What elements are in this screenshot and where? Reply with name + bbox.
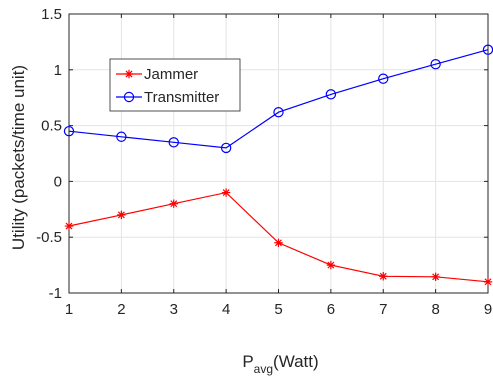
series-jammer [64, 188, 493, 287]
y-tick-label: 0.5 [41, 118, 62, 135]
data-point-transmitter [168, 137, 179, 148]
data-point-jammer [274, 238, 283, 247]
data-point-transmitter [325, 89, 337, 100]
data-point-transmitter [63, 125, 75, 137]
data-point-jammer [379, 272, 388, 281]
data-point-jammer [64, 221, 74, 231]
legend: Jammer Transmitter [109, 58, 241, 112]
series-transmitter [63, 44, 493, 154]
axis-ticks: 1 2 3 4 5 6 7 8 9 -1 -0.5 0 0.5 1 1.5 [36, 6, 492, 318]
x-tick-label: 2 [117, 301, 125, 318]
x-tick-label: 7 [379, 301, 387, 318]
y-tick-label: 1.5 [41, 6, 62, 23]
data-point-jammer [169, 199, 178, 208]
legend-box [109, 58, 241, 112]
x-tick-label: 9 [484, 301, 492, 318]
legend-item-transmitter: Transmitter [116, 89, 219, 106]
x-tick-label: 6 [327, 301, 335, 318]
x-axis-label-subscript: avg [254, 362, 273, 376]
y-tick-label: 0 [54, 173, 62, 190]
x-axis-label: Pavg(Watt) [242, 352, 318, 376]
data-point-transmitter [430, 59, 441, 70]
data-point-transmitter [378, 73, 389, 84]
y-axis-label: Utility (packets/time unit) [9, 65, 28, 250]
legend-item-jammer: Jammer [116, 66, 198, 83]
x-axis-label-main: P [242, 352, 253, 371]
y-tick-label: -0.5 [36, 229, 62, 246]
x-axis-label-unit: (Watt) [273, 352, 319, 371]
grid-lines [68, 13, 489, 294]
y-tick-label: -1 [49, 285, 62, 302]
y-tick-label: 1 [54, 62, 62, 79]
x-tick-label: 5 [274, 301, 282, 318]
x-tick-label: 4 [222, 301, 230, 318]
series-layer [63, 44, 493, 287]
x-tick-label: 3 [170, 301, 178, 318]
series-line-transmitter [68, 49, 489, 149]
x-tick-label: 1 [65, 301, 73, 318]
data-point-jammer [483, 277, 493, 287]
legend-label-jammer: Jammer [144, 66, 198, 83]
data-point-jammer [221, 188, 231, 197]
data-point-transmitter [220, 142, 232, 154]
data-point-jammer [431, 272, 440, 282]
data-point-jammer [326, 260, 336, 270]
legend-marker-transmitter [123, 91, 135, 103]
legend-label-transmitter: Transmitter [144, 89, 219, 106]
data-point-jammer [117, 210, 126, 220]
legend-marker-jammer [124, 69, 134, 79]
data-point-transmitter [116, 131, 127, 142]
x-tick-label: 8 [431, 301, 439, 318]
data-point-transmitter [273, 107, 284, 118]
